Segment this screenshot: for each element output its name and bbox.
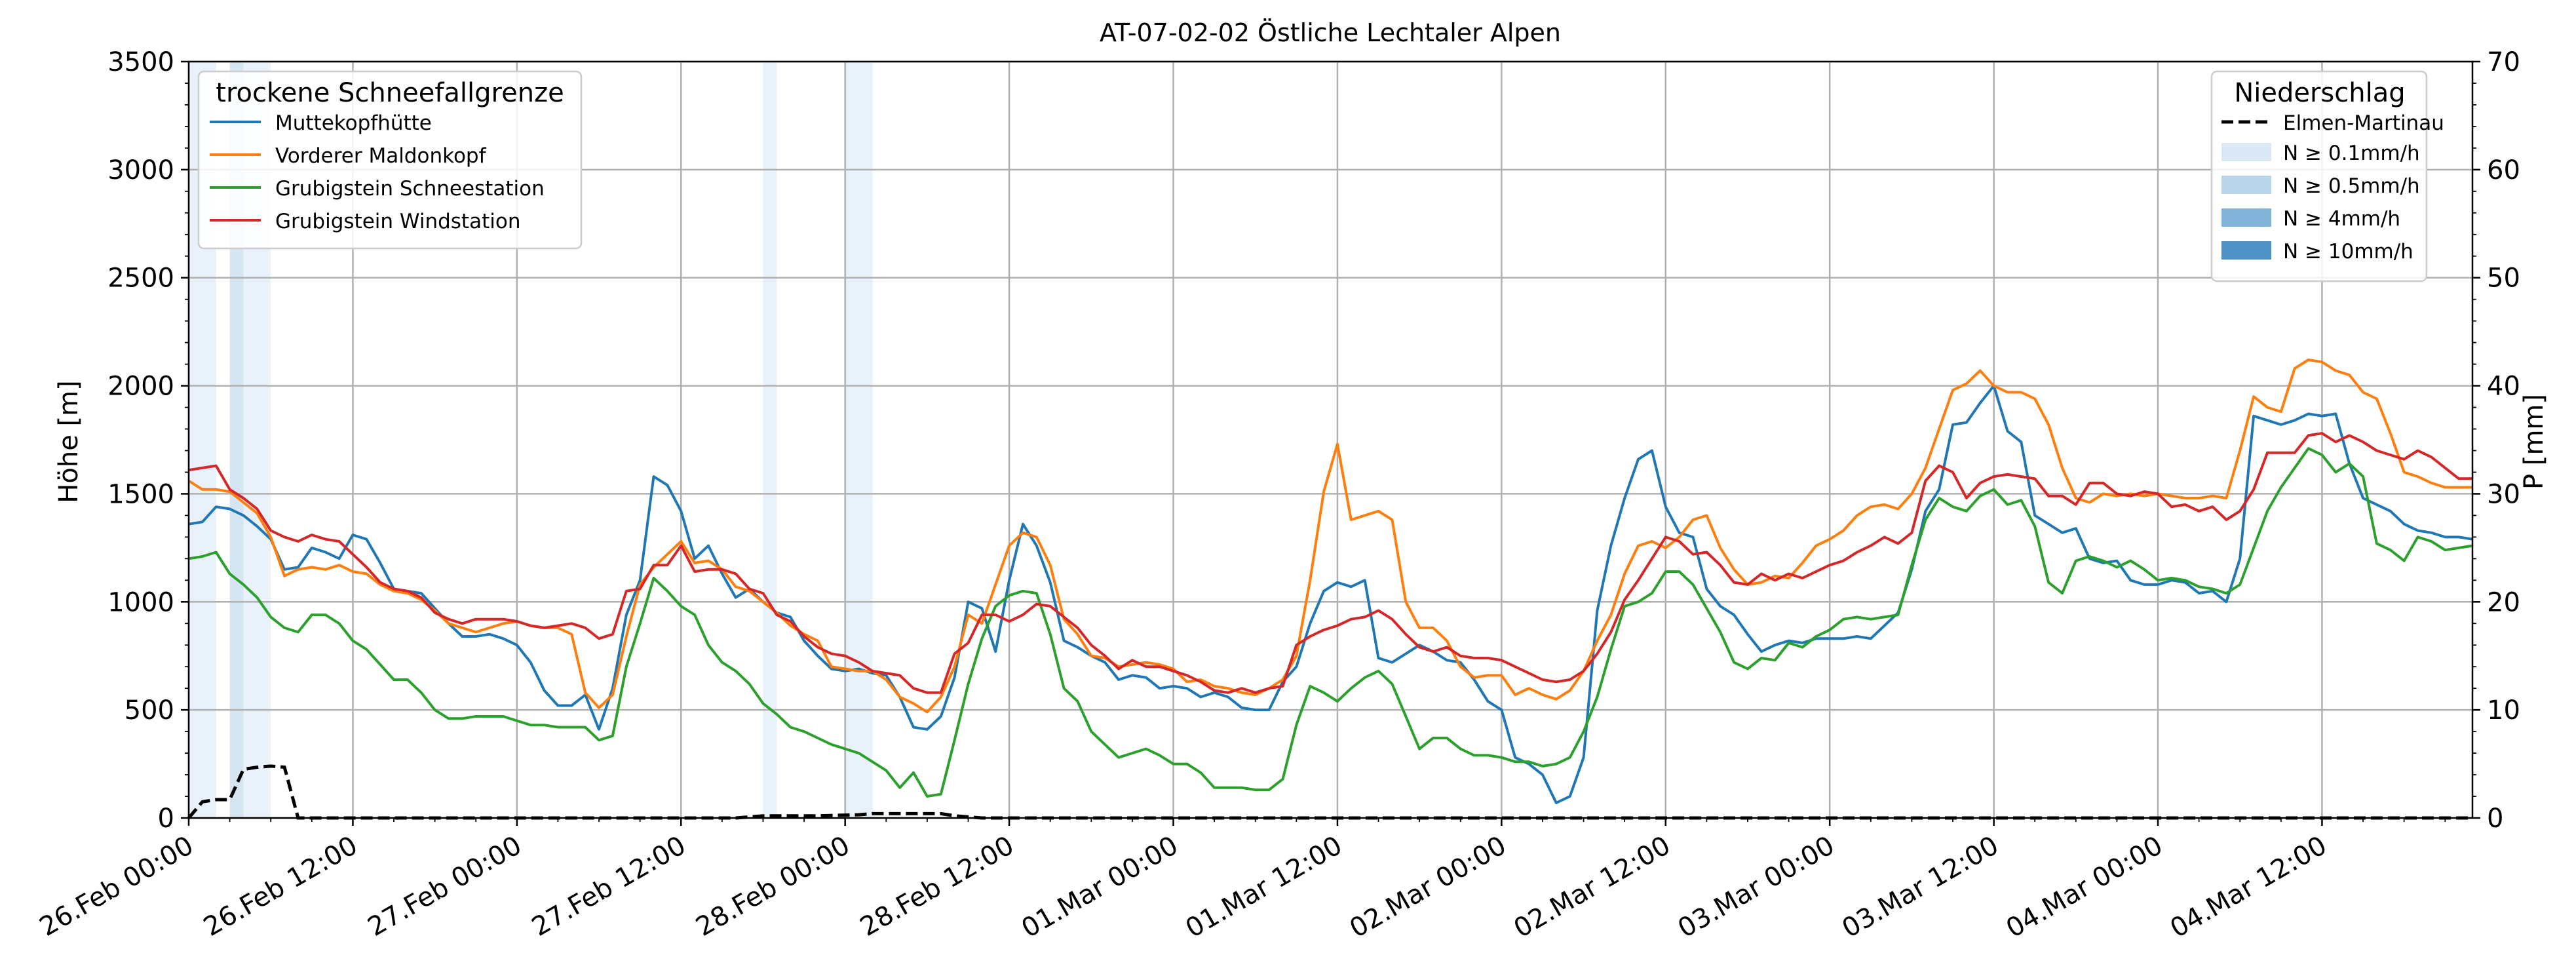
legend-left-title: trockene Schneefallgrenze bbox=[216, 78, 564, 108]
legend-item-label: Vorderer Maldonkopf bbox=[275, 144, 487, 168]
y-tick-label: 3500 bbox=[107, 47, 174, 77]
legend-item-label: Muttekopfhütte bbox=[275, 111, 432, 135]
series-line bbox=[187, 359, 2472, 714]
y2-tick-label: 60 bbox=[2487, 155, 2520, 185]
precip-band bbox=[845, 62, 873, 818]
legend-precip-swatch bbox=[2221, 241, 2271, 260]
y2-tick-label: 0 bbox=[2487, 804, 2503, 834]
legend-precipitation: Niederschlag Elmen-Martinau N ≥ 0.1mm/h N … bbox=[2210, 70, 2444, 282]
legend-right-frame bbox=[2210, 70, 2428, 282]
legend-item-label: N ≥ 4mm/h bbox=[2283, 207, 2400, 231]
legend-item-label: Elmen-Martinau bbox=[2283, 111, 2444, 135]
chart-title: AT-07-02-02 Östliche Lechtaler Alpen bbox=[1100, 18, 1561, 47]
precip-band bbox=[763, 62, 777, 818]
y2-tick-label: 30 bbox=[2487, 479, 2520, 509]
series-line bbox=[188, 447, 2473, 798]
series-line bbox=[188, 432, 2472, 694]
precip-band bbox=[229, 62, 244, 818]
y-tick-label: 0 bbox=[158, 804, 174, 834]
y2-tick-label: 20 bbox=[2487, 587, 2520, 617]
plot-frame bbox=[187, 60, 2474, 819]
y2-axis-label: P [mm] bbox=[2519, 394, 2549, 490]
y2-tick-label: 50 bbox=[2487, 263, 2520, 294]
series-line bbox=[188, 384, 2473, 804]
legend-precip-swatch bbox=[2221, 143, 2271, 161]
y-tick-label: 2000 bbox=[107, 372, 174, 402]
legend-precip-swatch bbox=[2221, 176, 2271, 194]
legend-item-label: Grubigstein Windstation bbox=[275, 210, 520, 233]
legend-snowfall-limit: trockene Schneefallgrenze Muttekopfhütte… bbox=[197, 70, 583, 250]
legend-item-label: N ≥ 0.5mm/h bbox=[2283, 174, 2420, 198]
y-tick-label: 3000 bbox=[107, 155, 174, 185]
series-lines bbox=[187, 359, 2473, 820]
legend-item-label: N ≥ 0.1mm/h bbox=[2283, 142, 2420, 165]
legend-item-label: N ≥ 10mm/h bbox=[2283, 240, 2413, 263]
y-tick-label: 1500 bbox=[107, 479, 174, 509]
y-tick-label: 500 bbox=[125, 695, 174, 726]
y-tick-label: 1000 bbox=[107, 587, 174, 617]
y-axis-label: Höhe [m] bbox=[54, 380, 84, 503]
y2-tick-label: 10 bbox=[2487, 695, 2520, 726]
y2-tick-label: 70 bbox=[2487, 47, 2520, 77]
legend-precip-swatch bbox=[2221, 208, 2271, 227]
y2-tick-label: 40 bbox=[2487, 372, 2520, 402]
legend-left-frame bbox=[197, 70, 583, 250]
legend-item-label: Grubigstein Schneestation bbox=[275, 177, 545, 201]
y-tick-label: 2500 bbox=[107, 263, 174, 294]
legend-right-title: Niederschlag bbox=[2234, 78, 2405, 108]
